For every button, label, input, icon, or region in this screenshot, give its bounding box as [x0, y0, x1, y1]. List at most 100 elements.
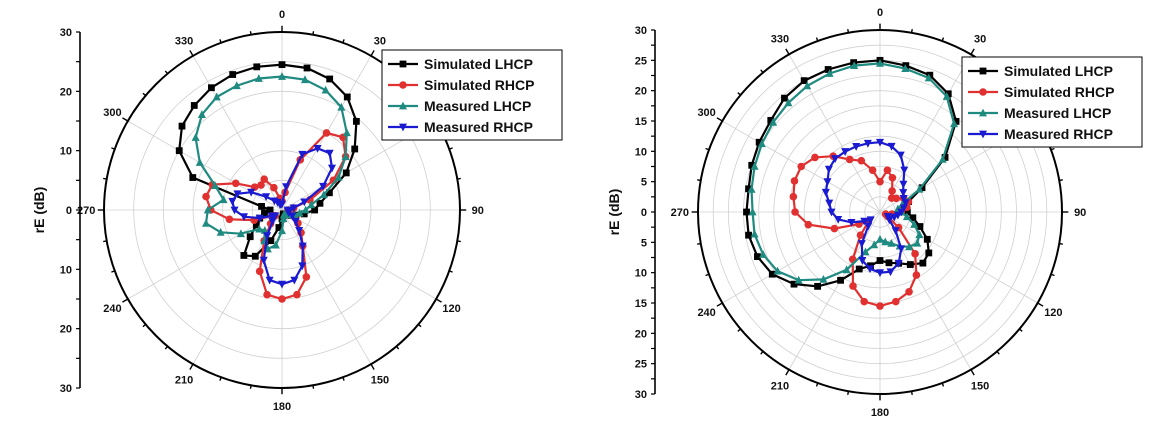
data-point [899, 189, 908, 197]
radial-axis: 0 10 10 20 20 30 30 rE (dB) [31, 27, 81, 395]
data-point [856, 231, 865, 240]
data-point [784, 98, 793, 107]
data-point [240, 213, 249, 222]
legend-label: Simulated RHCP [424, 77, 534, 93]
data-point [890, 213, 899, 222]
grid-spoke [722, 211, 881, 304]
angle-tick [760, 69, 764, 74]
data-point [897, 245, 906, 254]
data-point [797, 162, 805, 171]
angle-tick [705, 273, 710, 277]
angle-tick [1018, 328, 1023, 332]
data-point [322, 129, 331, 137]
angle-tick [370, 363, 375, 370]
data-point [944, 90, 952, 98]
data-point [892, 297, 900, 306]
data-point [282, 183, 291, 192]
data-point [860, 217, 869, 226]
angle-tick [1037, 302, 1044, 307]
data-point [337, 102, 346, 111]
legend: Simulated LHCP Simulated RHCP Measured LHC… [961, 56, 1143, 148]
angle-tick [189, 50, 194, 57]
data-point [189, 174, 197, 181]
angle-label-180: 180 [273, 401, 291, 413]
data-point [302, 273, 311, 281]
data-point [910, 220, 919, 228]
angle-tick [941, 37, 945, 42]
legend-marker [979, 108, 987, 117]
data-point [773, 266, 782, 275]
legend-label: Measured RHCP [1004, 126, 1113, 142]
data-point [300, 210, 308, 218]
data-point [918, 184, 926, 192]
data-point [803, 81, 812, 90]
data-point [268, 217, 277, 226]
data-point [905, 242, 914, 251]
data-point [911, 250, 919, 258]
radial-tick-label: 20 [635, 328, 647, 340]
data-point [254, 74, 263, 82]
data-point [230, 206, 239, 215]
data-point [790, 177, 799, 185]
radial-tick-label: 15 [635, 298, 647, 310]
angle-label-150: 150 [971, 380, 989, 392]
radial-tick-label: 20 [60, 324, 72, 336]
data-point [342, 128, 351, 137]
legend-marker [979, 130, 987, 139]
angle-label-90: 90 [472, 205, 484, 217]
data-point [909, 214, 917, 222]
data-point [811, 153, 819, 162]
angle-tick [705, 147, 710, 151]
data-point [278, 61, 286, 69]
polar-chart-right: 0 30 90 120 150 180 210 240 270 300 330 0 5 5 10 10 15 15… [606, 7, 1143, 419]
legend-label: Measured RHCP [424, 119, 533, 135]
data-point [923, 235, 931, 243]
data-point [278, 295, 286, 303]
data-point [850, 61, 859, 70]
data-point [881, 237, 890, 246]
angle-label-330: 330 [175, 35, 193, 47]
angle-label-210: 210 [771, 380, 789, 392]
data-point [178, 122, 186, 130]
radial-tick-label: 0 [66, 205, 72, 217]
data-point [290, 276, 299, 285]
data-point [864, 222, 873, 231]
angle-tick [164, 70, 169, 75]
data-point [351, 145, 359, 153]
data-point [319, 190, 328, 199]
data-point [824, 165, 833, 174]
data-point [246, 233, 254, 241]
data-point [316, 199, 324, 207]
angle-label-270: 270 [77, 205, 95, 217]
angle-label-270: 270 [671, 207, 689, 219]
radial-tick-label: 30 [635, 25, 647, 37]
data-point [849, 282, 857, 290]
data-point [291, 218, 300, 226]
angle-tick [111, 147, 115, 150]
angle-tick [737, 92, 742, 96]
data-point [231, 179, 240, 188]
data-point [278, 280, 286, 289]
data-point [887, 142, 896, 151]
radial-tick-label: 10 [60, 146, 72, 158]
data-point [768, 270, 776, 278]
data-point [831, 155, 840, 163]
data-point [757, 139, 766, 148]
angle-tick [760, 350, 764, 355]
data-point [876, 58, 884, 67]
data-point [313, 144, 322, 153]
angle-tick [1050, 147, 1055, 151]
data-point [258, 202, 265, 210]
data-point [263, 290, 271, 299]
data-point [301, 205, 310, 214]
data-point [745, 231, 752, 239]
data-point [295, 208, 304, 217]
data-point [300, 198, 309, 207]
angle-tick [449, 270, 453, 273]
data-point [253, 63, 261, 71]
data-point [791, 208, 799, 216]
series-simulated-lhcp [743, 56, 960, 290]
data-point [950, 119, 959, 128]
angle-tick [970, 369, 975, 376]
data-point [745, 185, 752, 193]
